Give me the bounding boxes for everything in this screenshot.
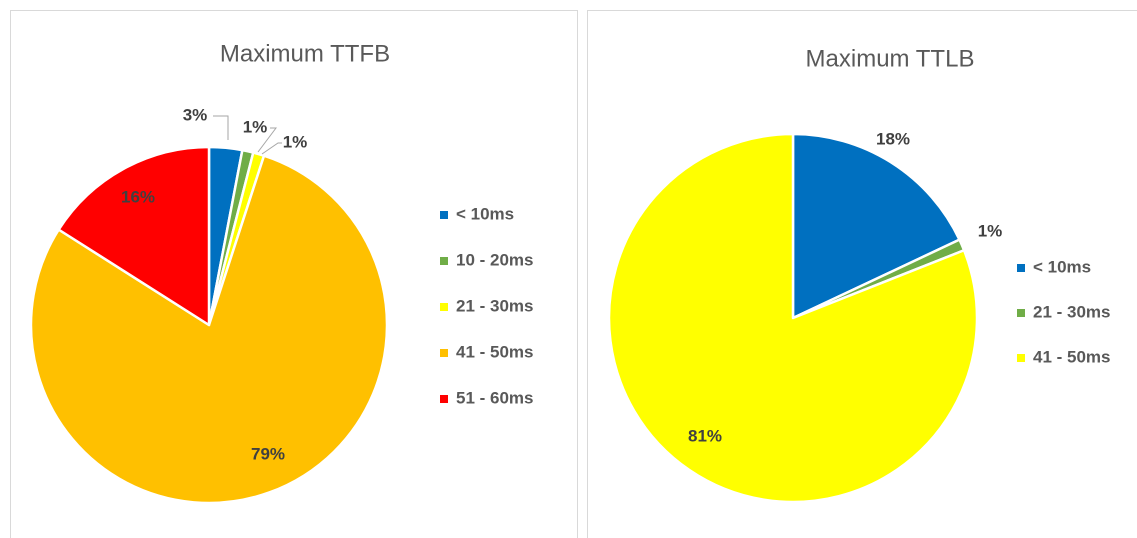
pie-slice <box>29 154 389 505</box>
legend-swatch <box>440 349 448 357</box>
data-label: 18% <box>876 129 910 148</box>
legend-swatch <box>440 303 448 311</box>
legend-label: 51 - 60ms <box>456 388 534 407</box>
legend-label: 21 - 30ms <box>1033 302 1111 321</box>
legend-label: 41 - 50ms <box>1033 347 1111 366</box>
chart-title: Maximum TTLB <box>806 45 975 72</box>
legend-label: < 10ms <box>456 204 514 223</box>
pie-slice <box>57 145 211 327</box>
legend-label: 21 - 30ms <box>456 296 534 315</box>
data-label: 81% <box>688 426 722 445</box>
chart-title: Maximum TTFB <box>220 40 390 67</box>
legend-label: 10 - 20ms <box>456 250 534 269</box>
leader-line <box>257 127 277 153</box>
leader-line <box>261 142 282 155</box>
leader-line <box>213 115 229 140</box>
legend-swatch <box>440 211 448 219</box>
data-label: 1% <box>978 221 1003 240</box>
legend-swatch <box>440 395 448 403</box>
legend-swatch <box>440 257 448 265</box>
legend-swatch <box>1017 309 1025 317</box>
pie-slice <box>791 132 961 320</box>
pie-slice <box>607 132 979 504</box>
data-label: 16% <box>121 187 155 206</box>
data-label: 3% <box>183 105 208 124</box>
data-label: 1% <box>243 117 268 136</box>
legend-label: 41 - 50ms <box>456 342 534 361</box>
data-label: 79% <box>251 444 285 463</box>
data-label: 1% <box>283 132 308 151</box>
legend-swatch <box>1017 354 1025 362</box>
legend-swatch <box>1017 264 1025 272</box>
legend-label: < 10ms <box>1033 257 1091 276</box>
